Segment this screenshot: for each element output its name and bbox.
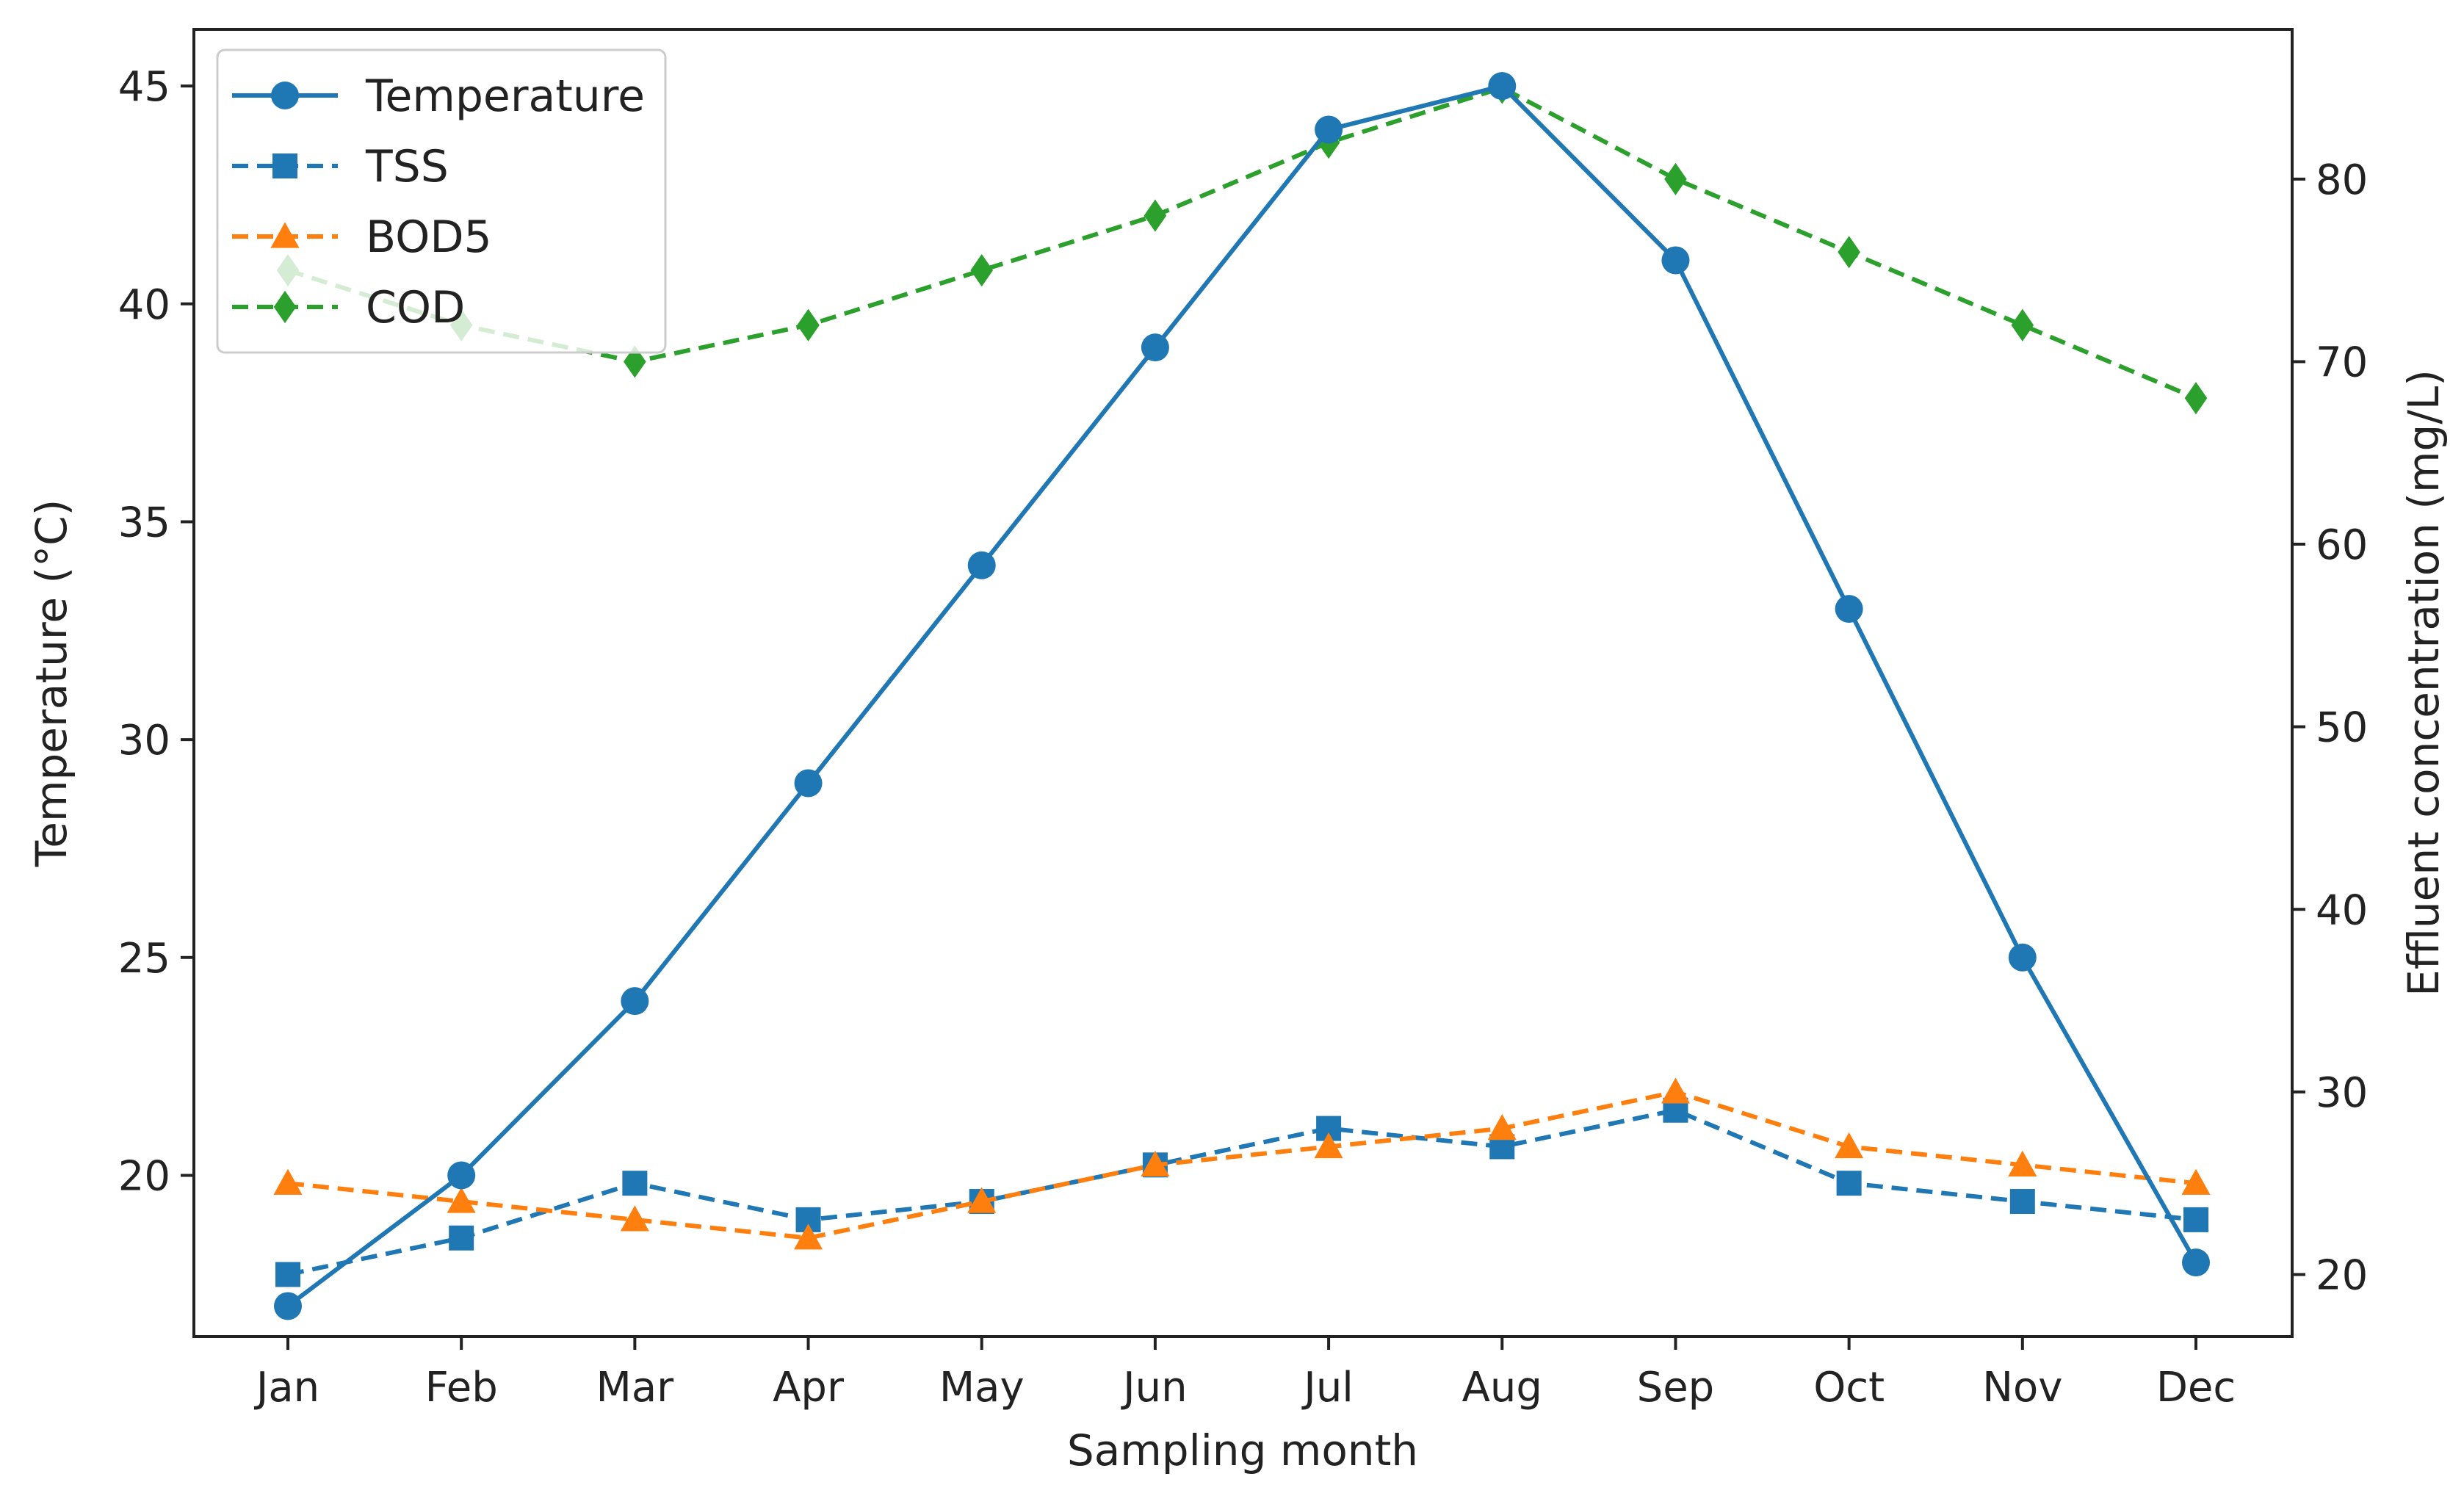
data-point-tss [622,1171,648,1196]
x-axis-title: Sampling month [1067,1425,1418,1475]
data-point-temperature [1141,333,1169,362]
data-point-tss [2183,1207,2208,1232]
data-point-bod5 [1314,1132,1343,1159]
x-tick-label: Oct [1813,1364,1885,1411]
data-point-temperature [274,1292,302,1320]
data-point-temperature [1835,595,1863,623]
data-point-temperature [1315,115,1343,144]
data-point-cod [797,308,820,341]
legend-entry-cod: COD [232,282,465,333]
legend-label-cod: COD [366,282,465,333]
data-point-bod5 [273,1168,303,1195]
data-point-bod5 [967,1187,997,1213]
series-line-temperature [286,83,2198,1308]
legend-label-temperature: Temperature [365,71,645,122]
right-tick-label: 30 [2316,1069,2368,1117]
left-tick-label: 20 [118,1152,170,1200]
x-tick-label: May [939,1364,1025,1411]
left-tick-label: 25 [118,935,170,983]
x-tick-label: Jul [1301,1364,1354,1411]
data-point-cod [1838,236,1860,269]
right-tick-label: 50 [2316,704,2368,752]
left-tick-label: 30 [118,717,170,764]
plot-frame [192,28,2294,1338]
series-line-bod5 [287,1089,2197,1240]
x-axis: Jan Feb Mar Apr May Jun Jul Aug Sep Oct Nov Dec [254,1337,2236,1411]
legend-marker-bod5 [270,222,300,248]
x-tick-label: Aug [1462,1364,1542,1411]
legend-box [216,48,667,354]
data-point-cod [2184,382,2208,415]
legend: Temperature TSS BOD5 COD [216,48,667,354]
legend-entry-tss: TSS [232,141,449,192]
legend-label-tss: TSS [365,141,449,192]
series-layer [273,71,2211,1320]
data-point-cod [1664,162,1687,195]
x-tick-label: Sep [1637,1364,1715,1411]
left-tick-label: 45 [118,63,170,111]
data-point-tss [2009,1189,2035,1215]
data-point-bod5 [2181,1168,2211,1195]
data-point-bod5 [1835,1132,1864,1159]
left-tick-label: 40 [118,281,170,329]
series-line-cod [287,85,2197,400]
legend-entry-bod5: BOD5 [232,212,492,263]
right-tick-label: 60 [2316,521,2368,569]
x-tick-label: Jun [1121,1364,1188,1411]
data-point-cod [970,254,994,287]
data-point-bod5 [1661,1077,1691,1104]
right-tick-label: 70 [2316,339,2368,386]
data-point-temperature [1488,72,1517,101]
left-y-axis: 20 25 30 35 40 45 [118,63,194,1200]
data-point-tss [449,1225,474,1251]
legend-marker-cod [273,290,297,324]
data-point-temperature [794,769,823,798]
data-point-bod5 [447,1187,476,1213]
data-point-bod5 [1141,1150,1170,1176]
data-point-temperature [621,987,649,1016]
data-point-temperature [1661,246,1690,275]
series-temperature [274,72,2210,1320]
data-point-temperature [967,551,996,579]
legend-entry-temperature: Temperature [232,71,645,122]
left-tick-label: 35 [118,499,170,546]
data-point-bod5 [620,1205,649,1232]
series-bod5 [273,1077,2211,1250]
data-point-cod [624,345,646,378]
data-point-cod [2011,308,2034,341]
right-tick-label: 40 [2316,886,2368,934]
x-tick-label: Nov [1982,1364,2062,1411]
data-point-temperature [2008,943,2037,972]
right-y-axis: 20 30 40 50 60 70 80 [2292,156,2368,1299]
series-line-tss [287,1107,2197,1277]
right-y-axis-title: Effluent concentration (mg/L) [2399,369,2449,997]
legend-marker-temperature [271,82,299,109]
data-point-bod5 [793,1223,823,1250]
x-tick-label: Mar [596,1364,675,1411]
data-point-temperature [447,1161,476,1190]
x-tick-label: Feb [425,1364,498,1411]
data-point-temperature [2182,1248,2210,1277]
right-tick-label: 20 [2316,1251,2368,1299]
data-point-tss [275,1262,300,1287]
x-tick-label: Apr [773,1364,845,1411]
data-point-cod [1144,199,1167,232]
legend-label-bod5: BOD5 [366,212,492,263]
right-tick-label: 80 [2316,156,2368,204]
x-tick-label: Jan [254,1364,319,1411]
legend-marker-tss [272,153,297,178]
series-tss [275,1097,2208,1287]
data-point-bod5 [2008,1150,2037,1176]
data-point-bod5 [1487,1114,1517,1140]
data-point-tss [1836,1171,1862,1196]
left-y-axis-title: Temperature (°C) [26,499,76,868]
x-tick-label: Dec [2156,1364,2236,1411]
